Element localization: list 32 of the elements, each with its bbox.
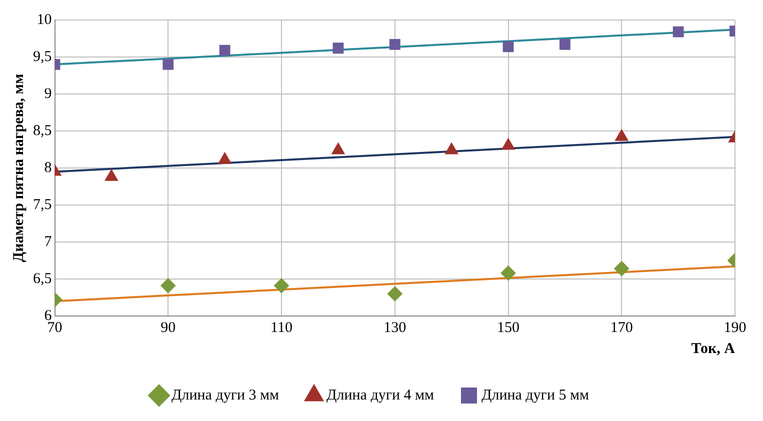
point bbox=[160, 278, 176, 294]
x-tick-label: 190 bbox=[724, 320, 746, 336]
x-tick-label: 150 bbox=[497, 320, 520, 336]
legend-label: Длина дуги 3 мм bbox=[172, 387, 280, 404]
x-tick-label: 90 bbox=[160, 320, 176, 336]
y-tick-label: 7 bbox=[44, 234, 52, 250]
point bbox=[274, 278, 289, 294]
point bbox=[559, 38, 570, 50]
point bbox=[389, 38, 400, 50]
point bbox=[219, 44, 230, 56]
y-tick-label: 9 bbox=[44, 86, 52, 102]
point bbox=[614, 261, 630, 276]
x-tick-label: 110 bbox=[270, 320, 292, 336]
y-tick-label: 8 bbox=[44, 160, 52, 176]
point bbox=[500, 266, 516, 281]
point bbox=[502, 41, 514, 52]
x-tick-label: 170 bbox=[610, 320, 633, 336]
y-tick-label: 8,5 bbox=[33, 122, 52, 139]
y-tick-label: 7,5 bbox=[33, 196, 52, 213]
x-axis-title: Ток, А bbox=[691, 340, 736, 357]
legend-label: Длина дуги 5 мм bbox=[481, 387, 590, 404]
x-tick-label: 130 bbox=[384, 320, 406, 336]
y-tick-label: 10 bbox=[36, 12, 52, 28]
y-axis-title: Диаметр пятна нагрева, мм bbox=[10, 74, 27, 262]
y-tick-label: 9,5 bbox=[33, 48, 52, 65]
point bbox=[162, 58, 174, 70]
point bbox=[332, 42, 344, 54]
point bbox=[387, 286, 402, 302]
point bbox=[672, 26, 684, 38]
y-tick-label: 6,5 bbox=[33, 270, 52, 287]
x-tick-label: 70 bbox=[47, 320, 62, 336]
legend-label: Длина дуги 4 мм bbox=[326, 387, 434, 404]
